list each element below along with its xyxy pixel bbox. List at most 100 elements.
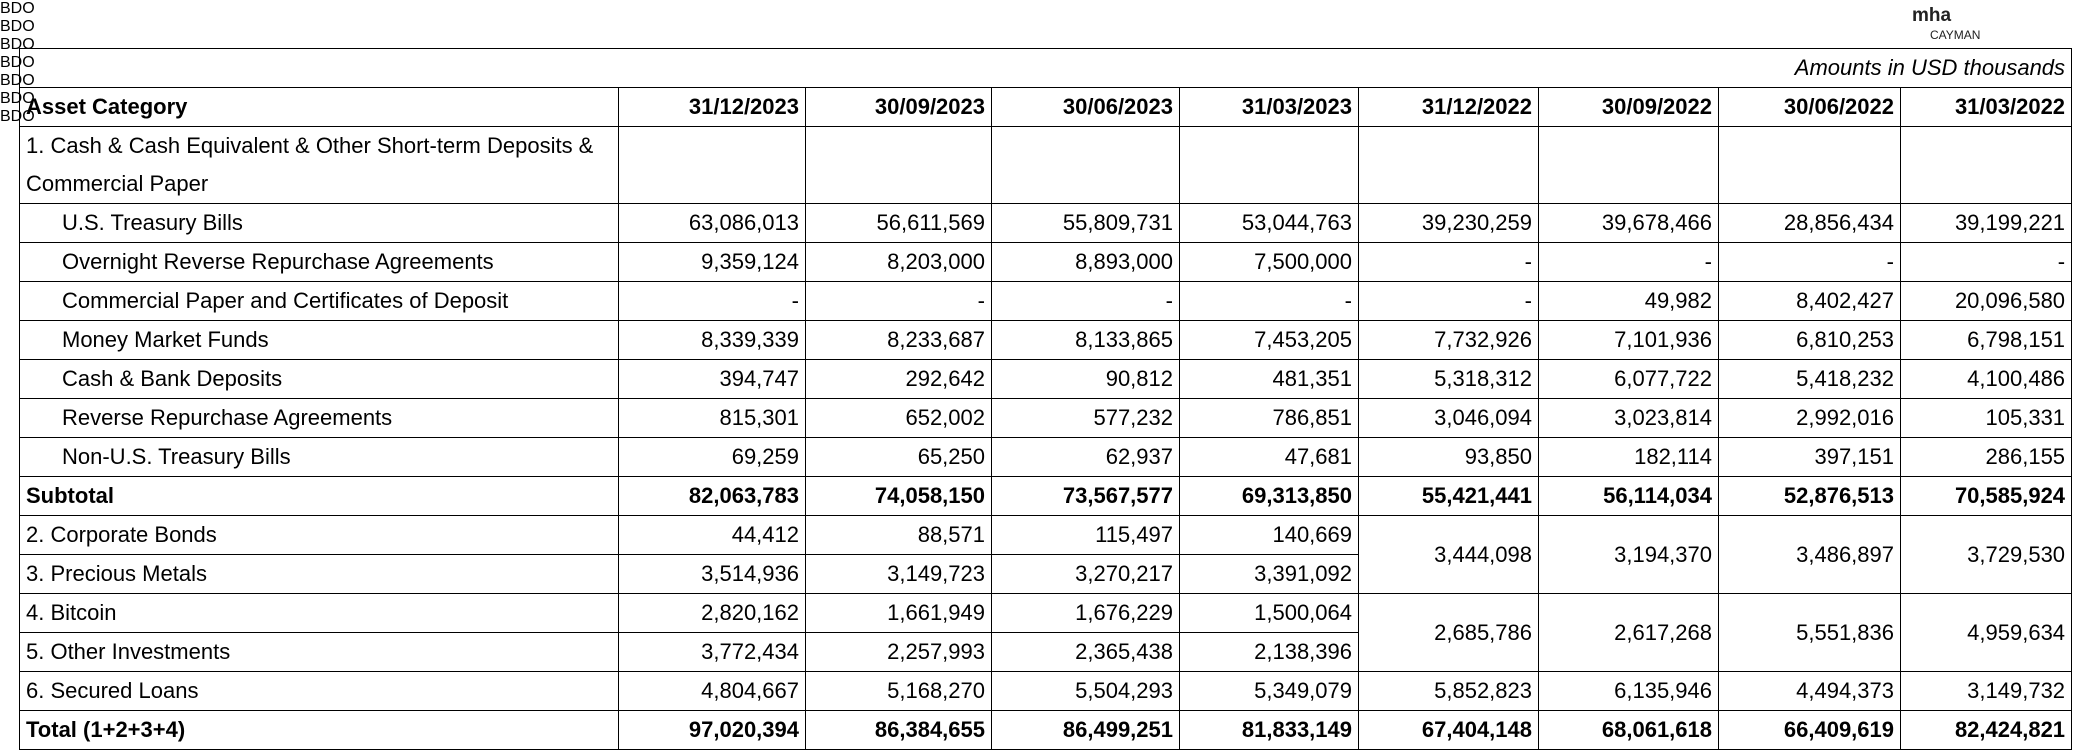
cell: 2,138,396 bbox=[1179, 632, 1359, 672]
cell: 140,669 bbox=[1179, 515, 1359, 555]
cell: 7,732,926 bbox=[1358, 320, 1539, 360]
empty-cell bbox=[1899, 126, 2073, 204]
table-row: 6. Secured Loans 4,804,667 5,168,270 5,504,… bbox=[19, 671, 2073, 711]
cell: 88,571 bbox=[805, 515, 992, 555]
column-header: 30/06/2023 bbox=[991, 87, 1180, 127]
empty-cell bbox=[1179, 126, 1359, 204]
cell: 28,856,434 bbox=[1718, 203, 1901, 243]
table-row: U.S. Treasury Bills 63,086,013 56,611,569 5… bbox=[19, 203, 2073, 243]
cell: 115,497 bbox=[991, 515, 1180, 555]
cell: 6,135,946 bbox=[1538, 671, 1719, 711]
cell: 3,149,723 bbox=[805, 554, 992, 594]
column-header: 30/09/2022 bbox=[1538, 87, 1719, 127]
bdo-logo: BDO bbox=[0, 18, 35, 35]
cell: - bbox=[991, 281, 1180, 321]
cell: - bbox=[1718, 242, 1901, 282]
cell: - bbox=[618, 281, 806, 321]
table-row: 5. Other Investments 3,772,434 2,257,993 2,… bbox=[19, 632, 2072, 672]
cell: 74,058,150 bbox=[805, 476, 992, 516]
table-row: 2. Corporate Bonds 44,412 88,571 115,497 140… bbox=[19, 515, 2073, 594]
row-label: Total (1+2+3+4) bbox=[19, 710, 619, 750]
column-header: 31/03/2022 bbox=[1899, 87, 2073, 127]
cell: 3,149,732 bbox=[1899, 671, 2073, 711]
cell: - bbox=[1179, 281, 1359, 321]
cell: 5,504,293 bbox=[991, 671, 1180, 711]
note-row: Amounts in USD thousands bbox=[18, 48, 2073, 88]
row-label: Reverse Repurchase Agreements bbox=[19, 398, 619, 438]
cell: 2,992,016 bbox=[1718, 398, 1901, 438]
column-header: Asset Category bbox=[19, 87, 619, 127]
cell: 6,798,151 bbox=[1899, 320, 2073, 360]
empty-cell bbox=[1358, 126, 1539, 204]
cell: 3,514,936 bbox=[618, 554, 806, 594]
cell: 2,365,438 bbox=[991, 632, 1180, 672]
row-label: 3. Precious Metals bbox=[19, 554, 619, 594]
row-label: Overnight Reverse Repurchase Agreements bbox=[19, 242, 619, 282]
cell: 9,359,124 bbox=[618, 242, 806, 282]
cell: 67,404,148 bbox=[1358, 710, 1539, 750]
cell: 90,812 bbox=[991, 359, 1180, 399]
cell: 5,318,312 bbox=[1358, 359, 1539, 399]
cell: 8,893,000 bbox=[991, 242, 1180, 282]
cell: 4,100,486 bbox=[1899, 359, 2073, 399]
cell: 7,101,936 bbox=[1538, 320, 1719, 360]
cell: 81,833,149 bbox=[1179, 710, 1359, 750]
table-row: Total (1+2+3+4) 97,020,394 86,384,655 86,49… bbox=[19, 710, 2073, 750]
cell: 3,772,434 bbox=[618, 632, 806, 672]
cell: - bbox=[1358, 242, 1539, 282]
cell: 5,418,232 bbox=[1718, 359, 1901, 399]
empty-cell bbox=[618, 126, 806, 204]
cell: 5,551,836 bbox=[1718, 593, 1901, 672]
cell: - bbox=[1358, 281, 1539, 321]
cell: 6,077,722 bbox=[1538, 359, 1719, 399]
cell: 44,412 bbox=[618, 515, 806, 555]
cell: 82,063,783 bbox=[618, 476, 806, 516]
cell: 8,203,000 bbox=[805, 242, 992, 282]
cell: 70,585,924 bbox=[1899, 476, 2073, 516]
cell: 4,804,667 bbox=[618, 671, 806, 711]
row-label: Money Market Funds bbox=[19, 320, 619, 360]
cell: 5,852,823 bbox=[1358, 671, 1539, 711]
cell: 53,044,763 bbox=[1179, 203, 1359, 243]
cell: 56,611,569 bbox=[805, 203, 992, 243]
cell: 8,402,427 bbox=[1718, 281, 1901, 321]
assets-table: Amounts in USD thousands Asset Category 31… bbox=[18, 48, 2073, 750]
cell: 86,384,655 bbox=[805, 710, 992, 750]
cell: 3,270,217 bbox=[991, 554, 1180, 594]
cell: 6,810,253 bbox=[1718, 320, 1901, 360]
table-row: Overnight Reverse Repurchase Agreements 9… bbox=[19, 242, 2073, 282]
table-row: 3. Precious Metals 3,514,936 3,149,723 3,27… bbox=[19, 554, 2072, 594]
cell: 5,168,270 bbox=[805, 671, 992, 711]
cell: 66,409,619 bbox=[1718, 710, 1901, 750]
section-label: 1. Cash & Cash Equivalent & Other Short-… bbox=[19, 126, 619, 204]
cell: 73,567,577 bbox=[991, 476, 1180, 516]
row-label: Commercial Paper and Certificates of Dep… bbox=[19, 281, 619, 321]
cell: 93,850 bbox=[1358, 437, 1539, 477]
row-label: Non-U.S. Treasury Bills bbox=[19, 437, 619, 477]
cell: 577,232 bbox=[991, 398, 1180, 438]
cell: 39,678,466 bbox=[1538, 203, 1719, 243]
column-header: 31/12/2023 bbox=[618, 87, 806, 127]
column-header: 31/12/2022 bbox=[1358, 87, 1539, 127]
cell: 1,676,229 bbox=[991, 593, 1180, 633]
cell: 7,453,205 bbox=[1179, 320, 1359, 360]
table-row: Subtotal 82,063,783 74,058,150 73,567,577 69… bbox=[19, 476, 2073, 516]
cell: 68,061,618 bbox=[1538, 710, 1719, 750]
cell: 8,133,865 bbox=[991, 320, 1180, 360]
cell: 65,250 bbox=[805, 437, 992, 477]
cell: 39,230,259 bbox=[1358, 203, 1539, 243]
cell: 39,199,221 bbox=[1899, 203, 2073, 243]
cell: 286,155 bbox=[1899, 437, 2073, 477]
cell: 8,233,687 bbox=[805, 320, 992, 360]
bdo-logo: BDO bbox=[0, 0, 35, 17]
cell: 3,486,897 bbox=[1718, 515, 1901, 594]
cell: 86,499,251 bbox=[991, 710, 1180, 750]
empty-cell bbox=[1538, 126, 1719, 204]
cell: 49,982 bbox=[1538, 281, 1719, 321]
cell: 3,046,094 bbox=[1358, 398, 1539, 438]
row-label: 4. Bitcoin bbox=[19, 593, 619, 633]
cell: 3,729,530 bbox=[1899, 515, 2073, 594]
cell: - bbox=[805, 281, 992, 321]
row-label: 2. Corporate Bonds bbox=[19, 515, 619, 555]
cell: 56,114,034 bbox=[1538, 476, 1719, 516]
